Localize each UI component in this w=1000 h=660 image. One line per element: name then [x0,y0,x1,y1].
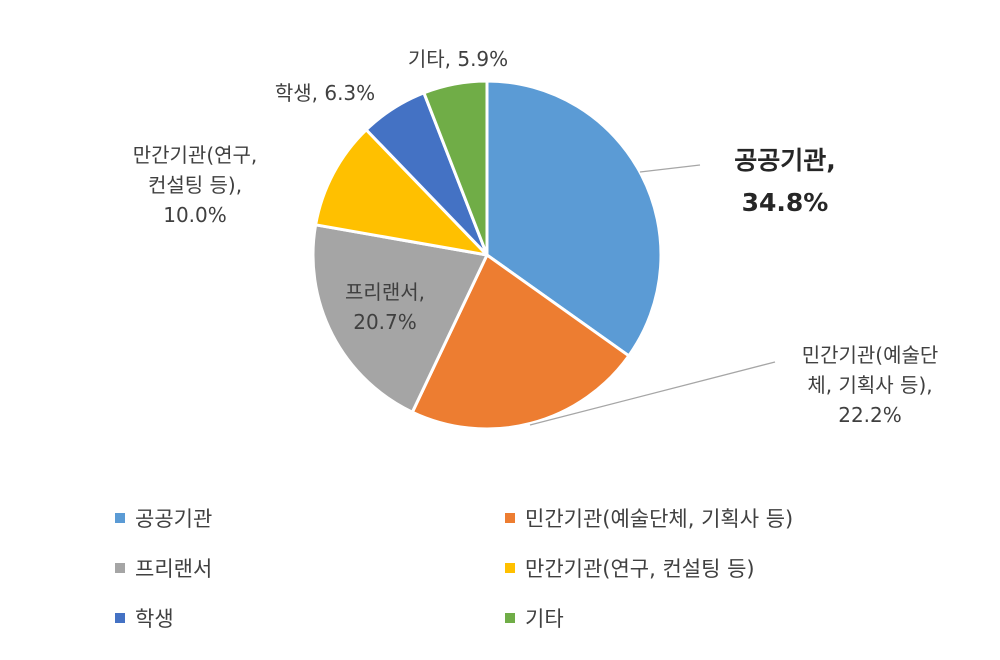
leader-lines [529,164,776,426]
data-label-line: 22.2% [838,403,902,427]
data-label-other: 기타, 5.9% [388,44,528,74]
leader-line-public [639,164,701,173]
data-label-public: 공공기관, 34.8% [700,140,870,224]
data-label-private-arts: 민간기관(예술단 체, 기획사 등), 22.2% [770,340,970,430]
legend-label: 학생 [135,607,174,631]
legend-swatch [505,613,515,623]
data-label-line: 20.7% [353,310,417,334]
pie-slice-other [422,79,489,257]
legend-swatch [505,563,515,573]
legend-label: 기타 [525,607,564,631]
legend-item-private-research: 만간기관(연구, 컨설팅 등) [505,553,755,583]
leader-line-private-arts [529,361,776,426]
legend-swatch [115,613,125,623]
pie-slice-public [485,79,663,358]
legend-item-private-arts: 민간기관(예술단체, 기획사 등) [505,503,793,533]
legend-label: 만간기관(연구, 컨설팅 등) [525,557,755,581]
legend-item-public: 공공기관 [115,503,212,533]
legend-label: 프리랜서 [135,557,213,581]
data-label-line: 학생, 6.3% [274,81,376,105]
pie-slices [311,79,663,431]
legend-swatch [115,563,125,573]
pie-slice-private-research [314,128,489,257]
data-label-freelancer: 프리랜서, 20.7% [320,277,450,337]
data-label-line: 체, 기획사 등), [807,373,933,397]
legend-item-other: 기타 [505,603,564,633]
data-label-line: 34.8% [741,188,829,217]
data-label-line: 만간기관(연구, [132,143,258,167]
data-label-line: 기타, 5.9% [407,47,509,71]
data-label-line: 프리랜서, [345,280,425,304]
data-label-private-research: 만간기관(연구, 컨설팅 등), 10.0% [95,140,295,230]
legend-swatch [505,513,515,523]
data-label-line: 컨설팅 등), [147,173,243,197]
pie-slice-freelancer [311,223,489,414]
legend-label: 민간기관(예술단체, 기획사 등) [525,507,794,531]
legend-swatch [115,513,125,523]
data-label-line: 민간기관(예술단 [801,343,939,367]
legend-label: 공공기관 [135,507,213,531]
data-label-line: 공공기관, [734,146,836,175]
legend-item-student: 학생 [115,603,174,633]
data-label-student: 학생, 6.3% [255,78,395,108]
data-label-line: 10.0% [163,203,227,227]
legend-item-freelancer: 프리랜서 [115,553,212,583]
